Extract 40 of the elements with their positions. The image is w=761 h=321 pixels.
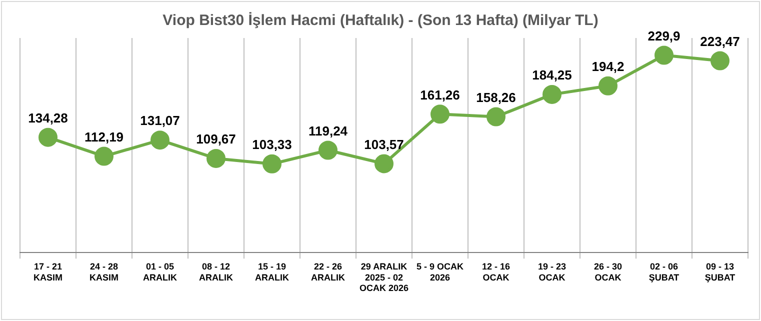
point (38, 128, 58, 147)
point (710, 51, 730, 70)
x-tick-label: 17 - 21 KASIM (34, 261, 62, 282)
chart-title: Viop Bist30 İşlem Hacmi (Haftalık) - (Son 13 Hafta) (Milyar TL) (162, 12, 598, 30)
data-label: 103,33 (252, 136, 292, 152)
point (486, 107, 506, 126)
x-tick-label: 02 - 06 ŞUBAT (648, 261, 680, 282)
data-label: 229,9 (648, 28, 680, 44)
data-label: 158,26 (476, 90, 516, 105)
data-label: 223,47 (700, 34, 740, 49)
x-tick-label: 22 - 26 ARALIK (311, 261, 346, 282)
x-tick-label: 15 - 19 ARALIK (255, 261, 290, 282)
x-tick-label: 08 - 12 ARALIK (199, 261, 234, 282)
data-label: 131,07 (140, 113, 180, 128)
data-label: 103,57 (364, 136, 404, 152)
x-tick-label: 24 - 28 KASIM (90, 261, 118, 282)
x-tick-label: 29 ARALIK 2025 - 02 OCAK 2026 (359, 261, 409, 294)
x-tick-label: 26 - 30 OCAK (594, 261, 622, 282)
point (150, 130, 170, 150)
point (94, 146, 114, 166)
x-tick-label: 01 - 05 ARALIK (143, 261, 178, 282)
point (430, 104, 450, 124)
data-label: 119,24 (308, 123, 348, 138)
x-tick-label: 19 - 23 OCAK (538, 261, 566, 282)
point (318, 140, 338, 160)
point (654, 46, 674, 65)
x-tick-label: 12 - 16 OCAK (482, 261, 510, 282)
data-label: 134,28 (28, 110, 68, 126)
data-label: 112,19 (84, 129, 124, 144)
point (374, 154, 394, 174)
point (598, 76, 618, 96)
data-label: 184,25 (532, 68, 572, 83)
data-label: 109,67 (196, 132, 236, 147)
point (262, 154, 282, 174)
x-tick-label: 09 - 13 ŞUBAT (704, 261, 736, 282)
point (206, 148, 226, 168)
point (542, 84, 562, 104)
data-label: 161,26 (420, 87, 460, 102)
x-tick-label: 5 - 9 OCAK 2026 (416, 261, 464, 282)
data-label: 194,2 (592, 58, 624, 74)
